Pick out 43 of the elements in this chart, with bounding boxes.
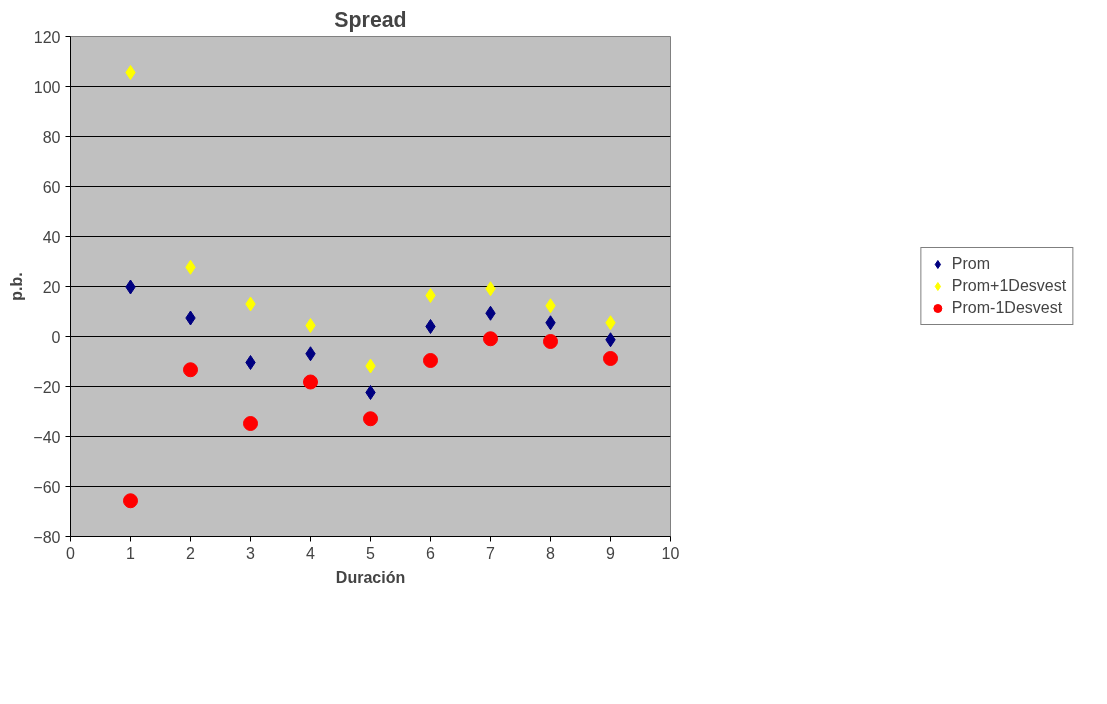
point: [305, 318, 316, 333]
x-tick-label: 8: [546, 544, 556, 562]
legend-label: Prom: [951, 255, 991, 273]
y-tick-label: −60: [33, 478, 61, 496]
point: [183, 362, 198, 378]
point: [123, 493, 138, 509]
y-tick-label: 0: [51, 328, 61, 346]
point: [365, 385, 376, 400]
legend-label: Prom-1Desvest: [951, 299, 1063, 317]
point: [243, 416, 258, 431]
y-tick-label: −20: [33, 378, 61, 396]
x-tick-label: 7: [486, 544, 496, 562]
point: [425, 288, 436, 303]
legend-label: Prom+1Desvest: [951, 277, 1067, 295]
y-tick-label: 80: [42, 128, 61, 146]
y-tick-label: 60: [42, 178, 61, 196]
y-tick-label: 120: [33, 28, 61, 46]
chart-title: Spread: [334, 7, 407, 32]
point: [603, 351, 618, 366]
y-tick-label: −40: [33, 428, 61, 446]
y-tick-label: 40: [42, 228, 61, 246]
x-tick-label: 10: [661, 544, 680, 562]
y-axis-title: p.b.: [8, 272, 26, 301]
point: [543, 334, 558, 349]
point: [363, 411, 378, 427]
x-tick-label: 3: [246, 544, 256, 562]
point: [423, 353, 438, 368]
x-tick-label: 9: [606, 544, 616, 562]
y-tick-label: 20: [42, 278, 61, 296]
x-axis-title: Duración: [335, 568, 406, 586]
x-tick-label: 2: [186, 544, 196, 562]
y-tick-label: −80: [33, 528, 61, 546]
y-tick-label: 100: [33, 78, 61, 96]
point: [125, 65, 136, 80]
point: [303, 374, 318, 390]
x-tick-label: 0: [66, 544, 76, 562]
point: [245, 355, 256, 370]
x-tick-label: 5: [366, 544, 376, 562]
point: [425, 319, 436, 334]
x-tick-label: 6: [426, 544, 436, 562]
x-tick-label: 4: [306, 544, 316, 562]
point: [483, 331, 498, 347]
x-tick-label: 1: [126, 544, 136, 562]
